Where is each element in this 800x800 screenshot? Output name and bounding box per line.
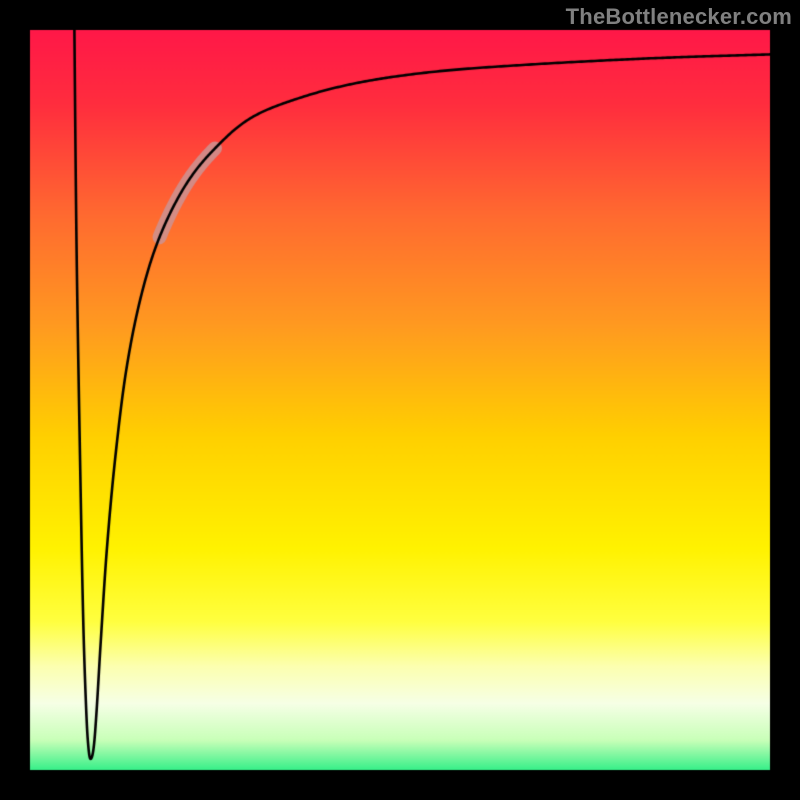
bottleneck-chart-canvas	[0, 0, 800, 800]
chart-container: TheBottlenecker.com	[0, 0, 800, 800]
attribution-watermark: TheBottlenecker.com	[566, 4, 792, 30]
